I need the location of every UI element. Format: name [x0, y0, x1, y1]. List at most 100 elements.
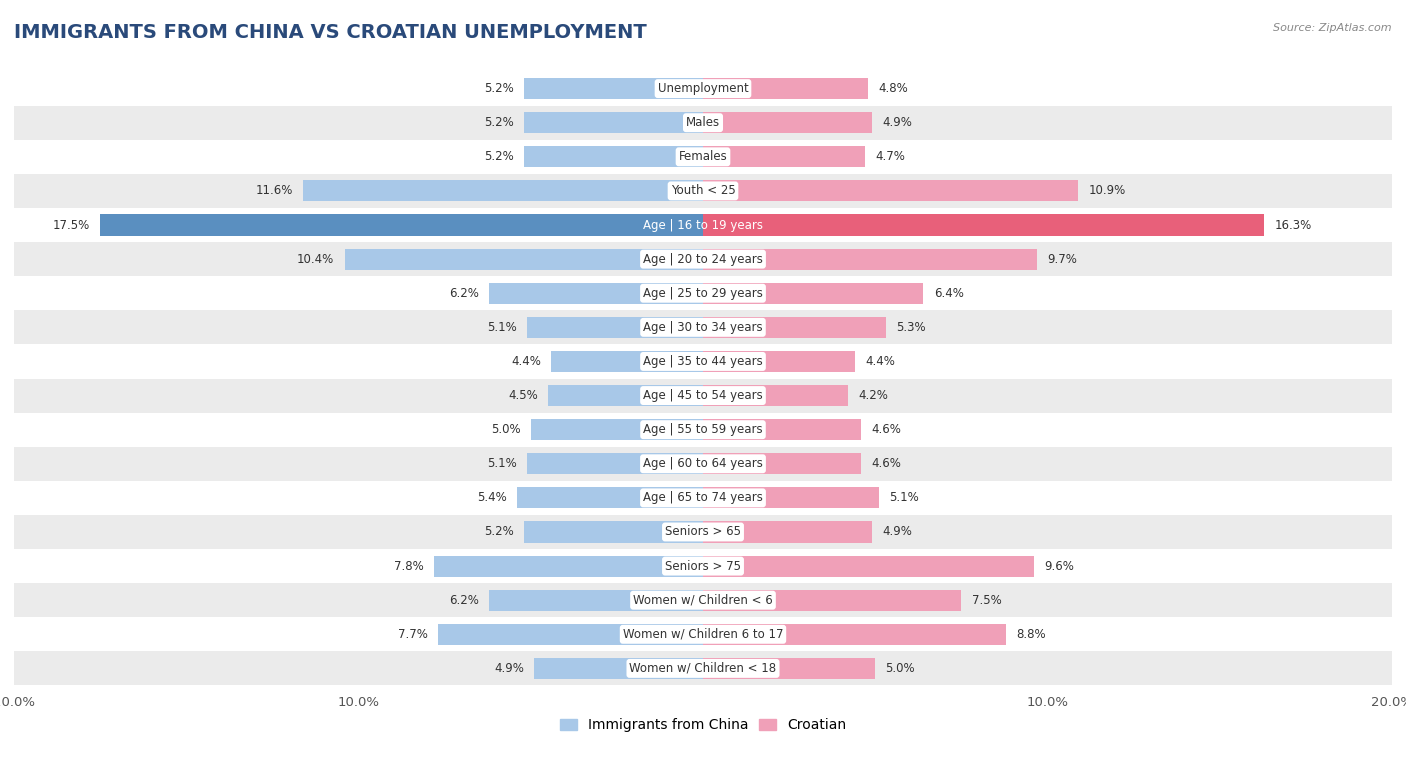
Bar — [703, 488, 879, 509]
Text: 5.4%: 5.4% — [477, 491, 506, 504]
Text: 4.5%: 4.5% — [508, 389, 537, 402]
Bar — [14, 481, 1392, 515]
Bar — [703, 78, 869, 99]
Text: Age | 35 to 44 years: Age | 35 to 44 years — [643, 355, 763, 368]
Text: 4.9%: 4.9% — [882, 117, 912, 129]
Text: 4.6%: 4.6% — [872, 457, 901, 470]
Bar — [703, 248, 1038, 269]
Text: 7.5%: 7.5% — [972, 593, 1001, 606]
Text: Age | 16 to 19 years: Age | 16 to 19 years — [643, 219, 763, 232]
Bar — [14, 413, 1392, 447]
Bar — [703, 351, 855, 372]
Text: 17.5%: 17.5% — [52, 219, 90, 232]
Bar — [703, 556, 1033, 577]
Text: Seniors > 75: Seniors > 75 — [665, 559, 741, 572]
Text: 4.6%: 4.6% — [872, 423, 901, 436]
Text: 5.2%: 5.2% — [484, 525, 513, 538]
Bar — [14, 549, 1392, 583]
Text: 5.1%: 5.1% — [488, 321, 517, 334]
Bar — [703, 385, 848, 406]
Bar — [14, 208, 1392, 242]
Text: 5.1%: 5.1% — [889, 491, 918, 504]
Bar — [703, 590, 962, 611]
Text: Age | 65 to 74 years: Age | 65 to 74 years — [643, 491, 763, 504]
Text: Males: Males — [686, 117, 720, 129]
Bar — [14, 583, 1392, 617]
Text: Women w/ Children < 18: Women w/ Children < 18 — [630, 662, 776, 675]
Text: Age | 45 to 54 years: Age | 45 to 54 years — [643, 389, 763, 402]
Bar — [14, 378, 1392, 413]
Text: Age | 30 to 34 years: Age | 30 to 34 years — [643, 321, 763, 334]
Bar — [14, 344, 1392, 378]
Bar — [14, 651, 1392, 685]
Bar — [344, 248, 703, 269]
Text: Youth < 25: Youth < 25 — [671, 185, 735, 198]
Bar — [703, 316, 886, 338]
Text: 5.3%: 5.3% — [896, 321, 925, 334]
Bar — [14, 140, 1392, 174]
Bar — [14, 515, 1392, 549]
Bar — [534, 658, 703, 679]
Bar — [548, 385, 703, 406]
Bar — [14, 447, 1392, 481]
Text: 4.2%: 4.2% — [858, 389, 887, 402]
Text: 7.8%: 7.8% — [394, 559, 425, 572]
Text: 8.8%: 8.8% — [1017, 628, 1046, 640]
Text: 6.2%: 6.2% — [450, 287, 479, 300]
Text: Unemployment: Unemployment — [658, 82, 748, 95]
Text: 6.2%: 6.2% — [450, 593, 479, 606]
Text: Age | 20 to 24 years: Age | 20 to 24 years — [643, 253, 763, 266]
Text: 4.9%: 4.9% — [882, 525, 912, 538]
Bar — [14, 242, 1392, 276]
Text: 4.4%: 4.4% — [512, 355, 541, 368]
Bar — [14, 310, 1392, 344]
Bar — [527, 453, 703, 475]
Text: Age | 25 to 29 years: Age | 25 to 29 years — [643, 287, 763, 300]
Bar — [100, 214, 703, 235]
Bar — [703, 658, 875, 679]
Bar — [527, 316, 703, 338]
Bar — [524, 112, 703, 133]
Bar — [14, 617, 1392, 651]
Text: Age | 55 to 59 years: Age | 55 to 59 years — [643, 423, 763, 436]
Text: Females: Females — [679, 151, 727, 164]
Bar — [551, 351, 703, 372]
Text: 16.3%: 16.3% — [1275, 219, 1312, 232]
Bar — [14, 72, 1392, 106]
Bar — [703, 522, 872, 543]
Text: Age | 60 to 64 years: Age | 60 to 64 years — [643, 457, 763, 470]
Text: Women w/ Children < 6: Women w/ Children < 6 — [633, 593, 773, 606]
Text: 10.4%: 10.4% — [297, 253, 335, 266]
Bar — [14, 276, 1392, 310]
Bar — [531, 419, 703, 441]
Bar — [524, 146, 703, 167]
Text: Source: ZipAtlas.com: Source: ZipAtlas.com — [1274, 23, 1392, 33]
Text: 4.7%: 4.7% — [875, 151, 905, 164]
Bar — [703, 624, 1007, 645]
Text: IMMIGRANTS FROM CHINA VS CROATIAN UNEMPLOYMENT: IMMIGRANTS FROM CHINA VS CROATIAN UNEMPL… — [14, 23, 647, 42]
Text: 5.2%: 5.2% — [484, 82, 513, 95]
Text: 4.9%: 4.9% — [494, 662, 524, 675]
Bar — [489, 590, 703, 611]
Bar — [703, 282, 924, 304]
Text: 6.4%: 6.4% — [934, 287, 963, 300]
Bar — [703, 453, 862, 475]
Bar — [517, 488, 703, 509]
Legend: Immigrants from China, Croatian: Immigrants from China, Croatian — [554, 712, 852, 738]
Text: 11.6%: 11.6% — [256, 185, 292, 198]
Text: 4.8%: 4.8% — [879, 82, 908, 95]
Text: 7.7%: 7.7% — [398, 628, 427, 640]
Text: 5.2%: 5.2% — [484, 151, 513, 164]
Text: 5.0%: 5.0% — [491, 423, 520, 436]
Bar — [524, 78, 703, 99]
Bar — [703, 112, 872, 133]
Text: Women w/ Children 6 to 17: Women w/ Children 6 to 17 — [623, 628, 783, 640]
Text: 5.0%: 5.0% — [886, 662, 915, 675]
Text: 9.7%: 9.7% — [1047, 253, 1077, 266]
Bar — [437, 624, 703, 645]
Bar — [489, 282, 703, 304]
Text: 5.1%: 5.1% — [488, 457, 517, 470]
Bar — [703, 180, 1078, 201]
Text: 9.6%: 9.6% — [1045, 559, 1074, 572]
Bar — [703, 146, 865, 167]
